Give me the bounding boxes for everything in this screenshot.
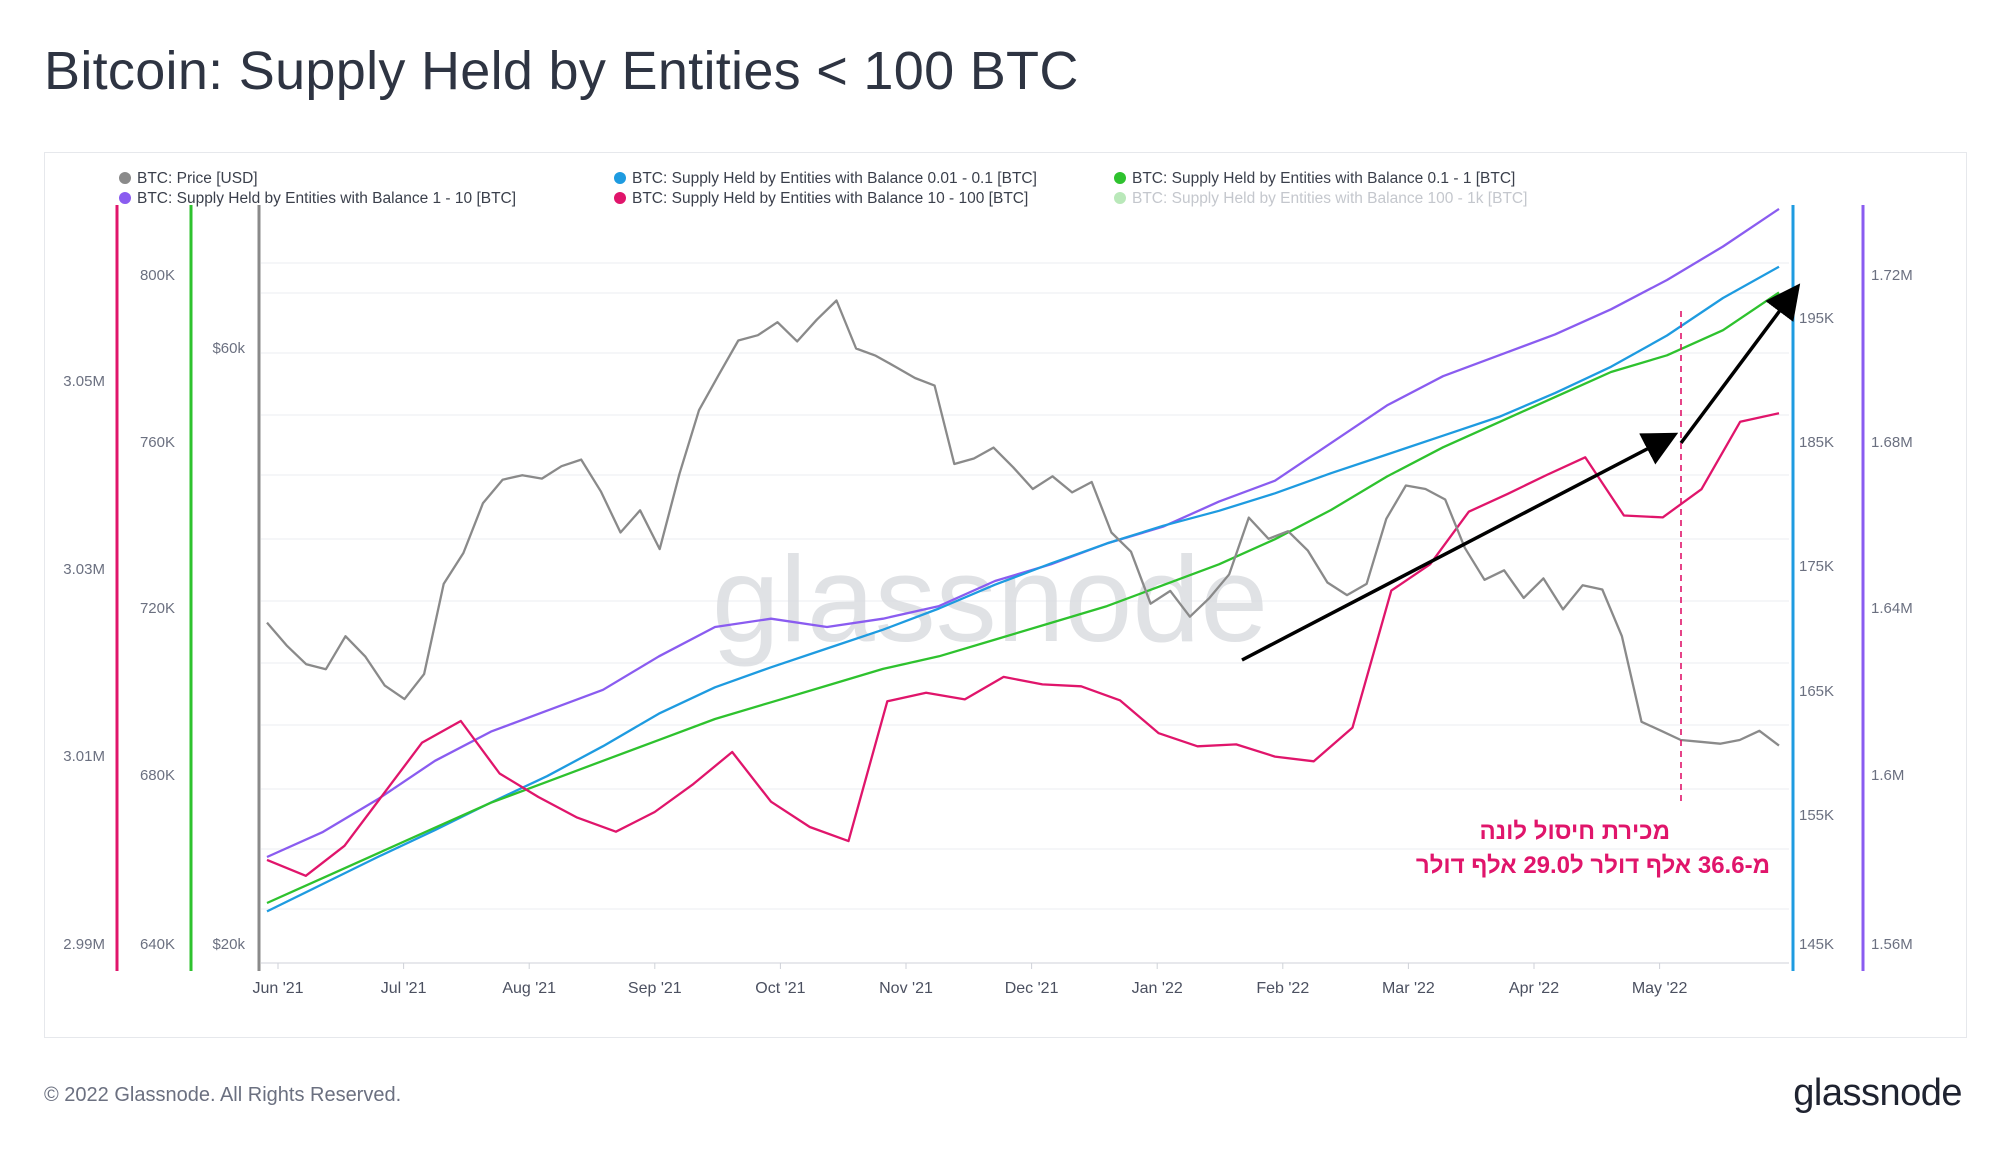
x-tick-label: Aug '21 bbox=[502, 980, 556, 997]
series-line bbox=[266, 412, 1780, 877]
x-tick-label: Jul '21 bbox=[381, 980, 427, 997]
legend-label[interactable]: BTC: Supply Held by Entities with Balanc… bbox=[137, 190, 516, 207]
x-tick-label: Mar '22 bbox=[1382, 980, 1435, 997]
tick-label-0.01-0.1: 145K bbox=[1799, 936, 1834, 953]
series-line bbox=[266, 265, 1780, 913]
annotation-line-1: מכירת חיסול לונה bbox=[1480, 818, 1670, 845]
legend: BTC: Price [USD] BTC: Supply Held by Enti… bbox=[119, 170, 1527, 207]
x-tick-label: Jan '22 bbox=[1132, 980, 1183, 997]
legend-label[interactable]: BTC: Price [USD] bbox=[137, 170, 258, 187]
tick-label-1-10: 1.64M bbox=[1871, 600, 1913, 617]
x-tick-label: Nov '21 bbox=[879, 980, 933, 997]
tick-label-0.1-1: 720K bbox=[140, 600, 175, 617]
chart-svg: glassnode BTC: Price [USD] BTC: Supply He… bbox=[63, 170, 1912, 997]
legend-swatch[interactable] bbox=[614, 192, 626, 204]
x-tick-label: Jun '21 bbox=[252, 980, 303, 997]
tick-label-10-100: 3.03M bbox=[63, 561, 105, 578]
legend-label[interactable]: BTC: Supply Held by Entities with Balanc… bbox=[1132, 170, 1515, 187]
watermark: glassnode bbox=[712, 531, 1268, 667]
tick-label-1-10: 1.68M bbox=[1871, 434, 1913, 451]
tick-label-0.1-1: 640K bbox=[140, 936, 175, 953]
legend-label[interactable]: BTC: Supply Held by Entities with Balanc… bbox=[632, 190, 1028, 207]
legend-swatch[interactable] bbox=[119, 172, 131, 184]
x-tick-label: Oct '21 bbox=[755, 980, 805, 997]
tick-label-price: $60k bbox=[212, 340, 245, 357]
annotation-line-2: מ-36.6 אלף דולר ל29.0 אלף דולר bbox=[1416, 852, 1770, 879]
tick-label-price: $20k bbox=[212, 936, 245, 953]
tick-label-0.01-0.1: 195K bbox=[1799, 310, 1834, 327]
tick-label-10-100: 3.01M bbox=[63, 748, 105, 765]
chart-panel: glassnode BTC: Price [USD] BTC: Supply He… bbox=[44, 152, 1967, 1038]
trend-arrow-1 bbox=[1241, 432, 1679, 662]
x-tick-label: Dec '21 bbox=[1005, 980, 1059, 997]
legend-swatch[interactable] bbox=[614, 172, 626, 184]
tick-label-0.1-1: 760K bbox=[140, 434, 175, 451]
tick-label-0.1-1: 680K bbox=[140, 767, 175, 784]
footer-copyright: © 2022 Glassnode. All Rights Reserved. bbox=[44, 1084, 402, 1106]
tick-label-0.01-0.1: 185K bbox=[1799, 434, 1834, 451]
tick-label-10-100: 3.05M bbox=[63, 373, 105, 390]
trend-arrow-2 bbox=[1679, 283, 1801, 445]
page-title: Bitcoin: Supply Held by Entities < 100 B… bbox=[44, 41, 1079, 101]
tick-label-0.01-0.1: 175K bbox=[1799, 558, 1834, 575]
tick-label-1-10: 1.72M bbox=[1871, 267, 1913, 284]
tick-label-0.1-1: 800K bbox=[140, 267, 175, 284]
legend-label[interactable]: BTC: Supply Held by Entities with Balanc… bbox=[632, 170, 1037, 187]
x-tick-label: May '22 bbox=[1632, 980, 1688, 997]
tick-label-1-10: 1.56M bbox=[1871, 936, 1913, 953]
series-line bbox=[266, 299, 1780, 747]
series-group bbox=[266, 207, 1780, 913]
legend-label[interactable]: BTC: Supply Held by Entities with Balanc… bbox=[1132, 190, 1527, 207]
annotations: מכירת חיסול לונה מ-36.6 אלף דולר ל29.0 א… bbox=[1241, 283, 1801, 879]
tick-label-0.01-0.1: 165K bbox=[1799, 683, 1834, 700]
x-tick-label: Apr '22 bbox=[1509, 980, 1559, 997]
tick-labels: 3.05M 3.03M 3.01M 2.99M 800K 760K 720K 680K 640K… bbox=[63, 267, 1912, 997]
tick-label-0.01-0.1: 155K bbox=[1799, 807, 1834, 824]
series-line bbox=[266, 291, 1780, 905]
legend-swatch[interactable] bbox=[1114, 192, 1126, 204]
series-line bbox=[266, 207, 1780, 859]
legend-swatch[interactable] bbox=[119, 192, 131, 204]
x-tick-label: Feb '22 bbox=[1256, 980, 1309, 997]
legend-swatch[interactable] bbox=[1114, 172, 1126, 184]
x-tick-label: Sep '21 bbox=[628, 980, 682, 997]
footer-logo: glassnode bbox=[1793, 1072, 1962, 1114]
tick-label-1-10: 1.6M bbox=[1871, 767, 1904, 784]
tick-label-10-100: 2.99M bbox=[63, 936, 105, 953]
